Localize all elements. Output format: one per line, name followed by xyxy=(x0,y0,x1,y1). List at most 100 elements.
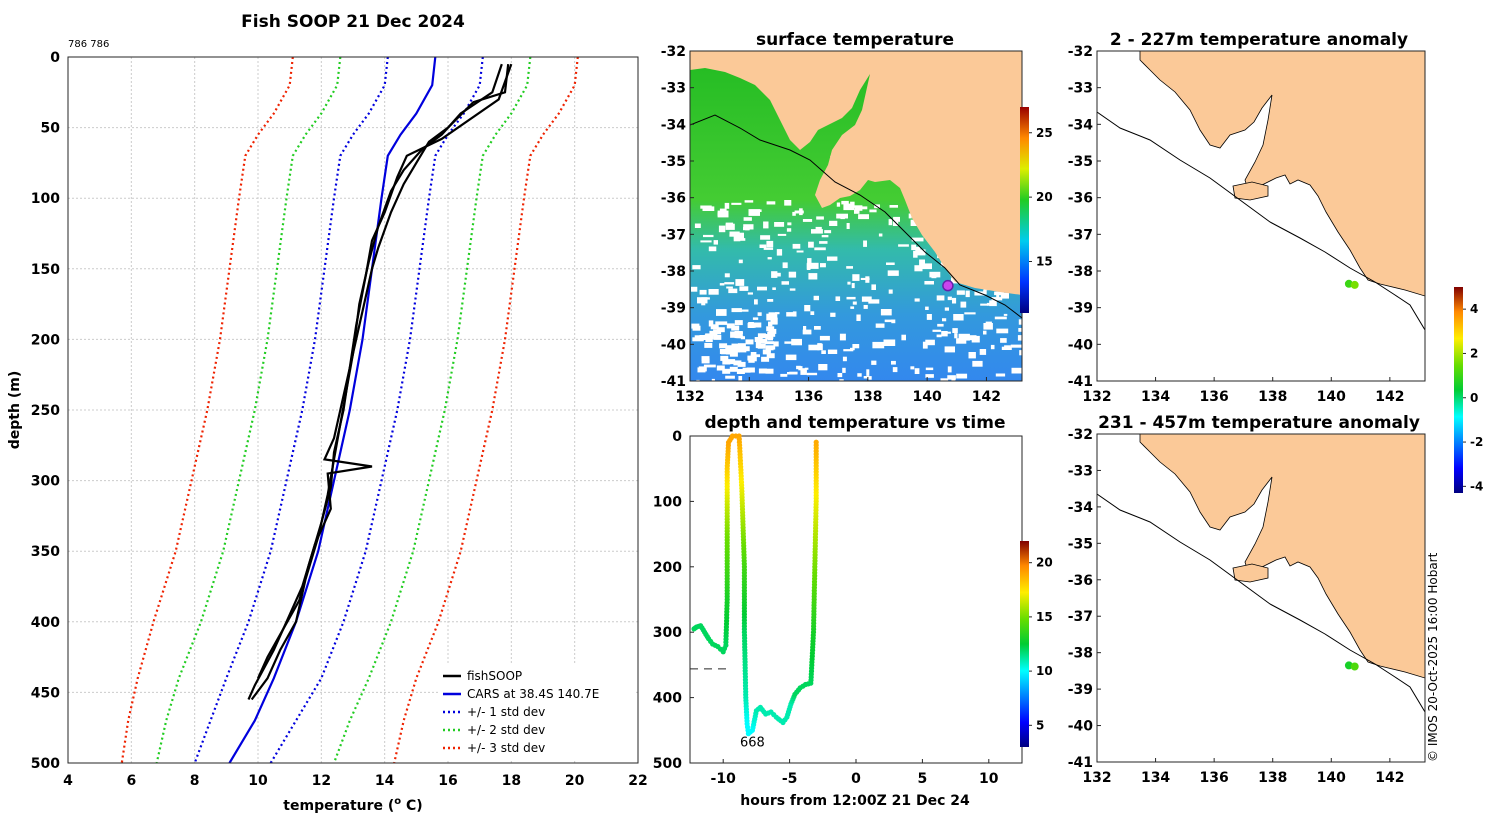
sst-cloud-gap xyxy=(763,221,769,229)
depth-time-xtick-label: 10 xyxy=(979,771,999,787)
cars-climatology-line xyxy=(228,56,437,764)
profile-axes-box xyxy=(67,56,639,764)
std-dev-lower-line xyxy=(193,56,389,764)
sst-cloud-gap xyxy=(765,368,774,374)
sst-ytick-label: -37 xyxy=(661,227,686,243)
sst-cloud-gap xyxy=(796,250,804,253)
sst-cloud-gap xyxy=(708,320,714,327)
sst-cloud-gap xyxy=(892,367,898,373)
depth-time-annotation: 668 xyxy=(740,736,765,751)
depth-time-ytick-label: 0 xyxy=(672,429,682,445)
anomaly-deep-ytick-label: -32 xyxy=(1068,427,1093,443)
depth-time-track xyxy=(691,433,819,737)
sst-cloud-gap xyxy=(711,378,715,381)
anomaly-deep-ytick-label: -33 xyxy=(1068,463,1093,479)
sst-cloud-gap xyxy=(767,299,774,302)
sst-cloud-gap xyxy=(1000,338,1007,343)
sst-cloud-gap xyxy=(827,349,838,354)
sst-cloud-gap xyxy=(891,360,896,365)
sst-cloud-gap xyxy=(910,366,915,370)
sst-cloud-gap xyxy=(802,219,813,222)
anomaly-deep-axes-box xyxy=(1096,433,1426,763)
sst-cloud-gap xyxy=(979,349,987,355)
sst-cloud-gap xyxy=(760,235,771,240)
sst-cloud-gap xyxy=(840,216,845,220)
profile-legend[interactable]: fishSOOP CARS at 38.4S 140.7E +/- 1 std de… xyxy=(438,664,635,760)
sst-cloud-gap xyxy=(731,343,743,347)
anomaly-deep-xtick-label: 136 xyxy=(1200,770,1229,786)
sst-cloud-gap xyxy=(768,321,773,327)
sst-cloud-gap xyxy=(875,323,885,328)
sst-cloud-gap xyxy=(713,240,718,245)
sst-cloud-gap xyxy=(705,333,714,339)
sst-cloud-gap xyxy=(936,334,942,338)
sst-cloud-gap xyxy=(761,356,770,362)
sst-cloud-gap xyxy=(806,372,818,376)
sst-cloud-gap xyxy=(866,369,870,376)
sst-cloud-gap xyxy=(725,349,734,355)
sst-cloud-gap xyxy=(860,277,870,280)
profile-gridlines xyxy=(67,56,639,764)
profile-panel: Fish SOOP 21 Dec 2024 786 786 4 6 8 10 12 14 1… xyxy=(7,12,648,814)
sst-cloud-gap xyxy=(820,263,826,268)
sst-cloud-gap xyxy=(773,341,779,347)
profile-fishsoop-curves xyxy=(247,63,513,701)
depth-time-colorbar-ticks: 5 10 15 20 xyxy=(1029,556,1053,732)
sst-cloud-gap xyxy=(792,311,797,317)
sst-cloud-gap xyxy=(697,367,706,373)
anomaly-shallow-ytick-label: -35 xyxy=(1068,154,1093,170)
anomaly-shallow-ticks: 132 134 136 138 140 142 -32 -33 -34 -35 -36 -37 -38 -… xyxy=(1068,44,1405,405)
sst-cloud-gap xyxy=(747,322,756,328)
sst-ytick-label: -38 xyxy=(661,264,686,280)
anomaly-deep-ytick-label: -39 xyxy=(1068,682,1093,698)
sst-cloud-gap xyxy=(710,324,719,330)
sst-cloud-gap xyxy=(886,262,895,265)
sst-cloud-gap xyxy=(781,281,789,285)
sst-cloud-gap xyxy=(989,300,997,307)
sst-cloud-gap xyxy=(964,312,976,315)
depth-time-point xyxy=(813,439,819,445)
sst-cloud-gap xyxy=(937,323,944,327)
sst-cloud-gap xyxy=(1010,344,1022,348)
sst-cloud-gap xyxy=(863,240,867,247)
profile-xtick-label: 18 xyxy=(502,773,521,789)
sst-xtick-label: 138 xyxy=(853,389,882,405)
sst-cloud-gap xyxy=(835,296,841,301)
sst-cloud-gap xyxy=(1003,313,1008,316)
sst-cloud-gap xyxy=(914,298,920,302)
sst-cloud-gap xyxy=(852,274,860,281)
sst-cloud-gap xyxy=(974,291,985,296)
sst-cloud-gap xyxy=(850,347,855,351)
sst-cloud-gap xyxy=(884,319,893,323)
sst-cloud-gap xyxy=(965,290,970,298)
anomaly-shallow-xtick-label: 132 xyxy=(1082,389,1111,405)
anomaly-deep-ytick-label: -36 xyxy=(1068,573,1093,589)
profile-ytick-label: 50 xyxy=(41,121,61,137)
anomaly-point xyxy=(1350,662,1359,671)
std-dev-lower-line xyxy=(120,56,294,764)
anomaly-colorbar-ticks: -4 -2 0 2 4 xyxy=(1463,302,1483,493)
sst-cloud-gap xyxy=(883,339,896,346)
sst-ytick-label: -41 xyxy=(661,374,686,390)
sst-cloud-gap xyxy=(804,305,811,312)
sst-cloud-gap xyxy=(967,335,977,341)
sst-cloud-gap xyxy=(891,319,896,324)
legend-label: +/- 2 std dev xyxy=(467,723,545,737)
sst-cloud-gap xyxy=(983,323,993,330)
profile-xtick-label: 4 xyxy=(63,773,73,789)
sst-cloud-gap xyxy=(1011,367,1022,374)
sst-cloud-gap xyxy=(1017,335,1022,341)
legend-label: CARS at 38.4S 140.7E xyxy=(467,687,599,701)
sst-cloud-gap xyxy=(694,335,702,338)
sst-cloud-gap xyxy=(914,368,920,374)
sst-cloud-gap xyxy=(871,284,876,290)
sst-cloud-gap xyxy=(699,335,708,340)
sst-cloud-gap xyxy=(765,345,774,351)
sst-cloud-gap xyxy=(841,200,849,205)
anomaly-shallow-panel: 2 - 227m temperature anomaly 132 134 136 13… xyxy=(1068,30,1426,405)
sst-cloud-gap xyxy=(892,221,899,226)
sst-cloud-gap xyxy=(764,341,774,345)
sst-cloud-gap xyxy=(735,279,745,286)
anomaly-shallow-shelf-contour xyxy=(1097,111,1425,331)
sst-cloud-gap xyxy=(766,240,774,248)
